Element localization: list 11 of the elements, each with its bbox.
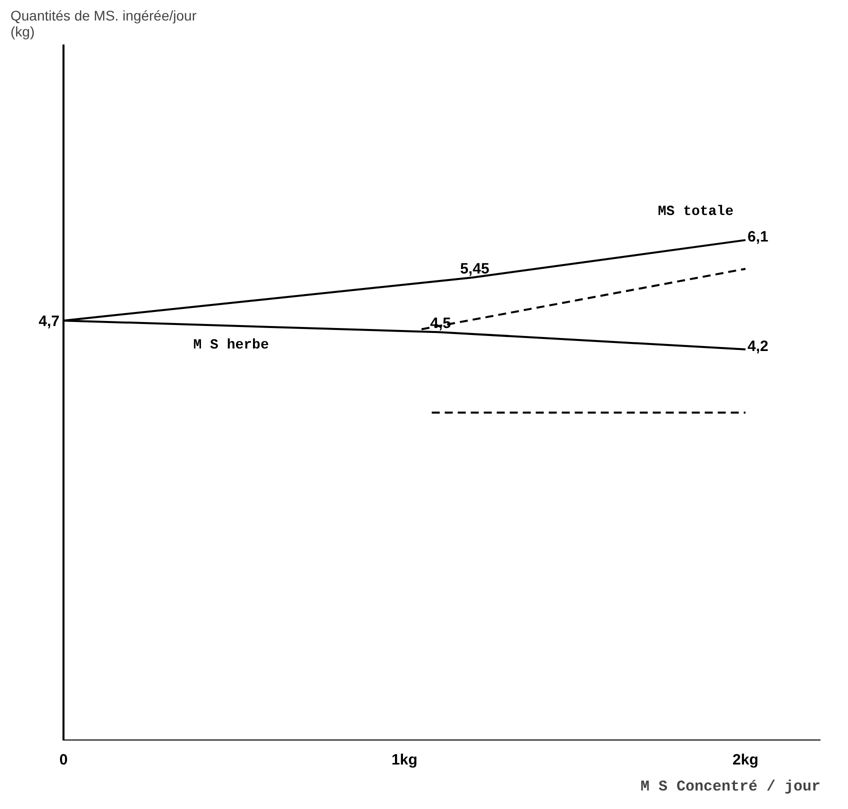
series-label: MS totale (658, 204, 734, 220)
x-tick-label: 0 (59, 752, 68, 768)
x-tick-label: 1kg (392, 752, 418, 768)
x-tick-label: 2kg (732, 752, 758, 768)
series-label: M S herbe (193, 338, 269, 354)
data-label: 4,2 (747, 338, 768, 355)
data-label: 5,45 (460, 260, 490, 278)
y-axis-title: Quantités de MS. ingérée/jour (kg) (10, 8, 197, 40)
data-label: 6,1 (747, 228, 768, 246)
annotation: 4,7 (38, 313, 60, 330)
x-axis-title: M S Concentré / jour (640, 778, 820, 796)
